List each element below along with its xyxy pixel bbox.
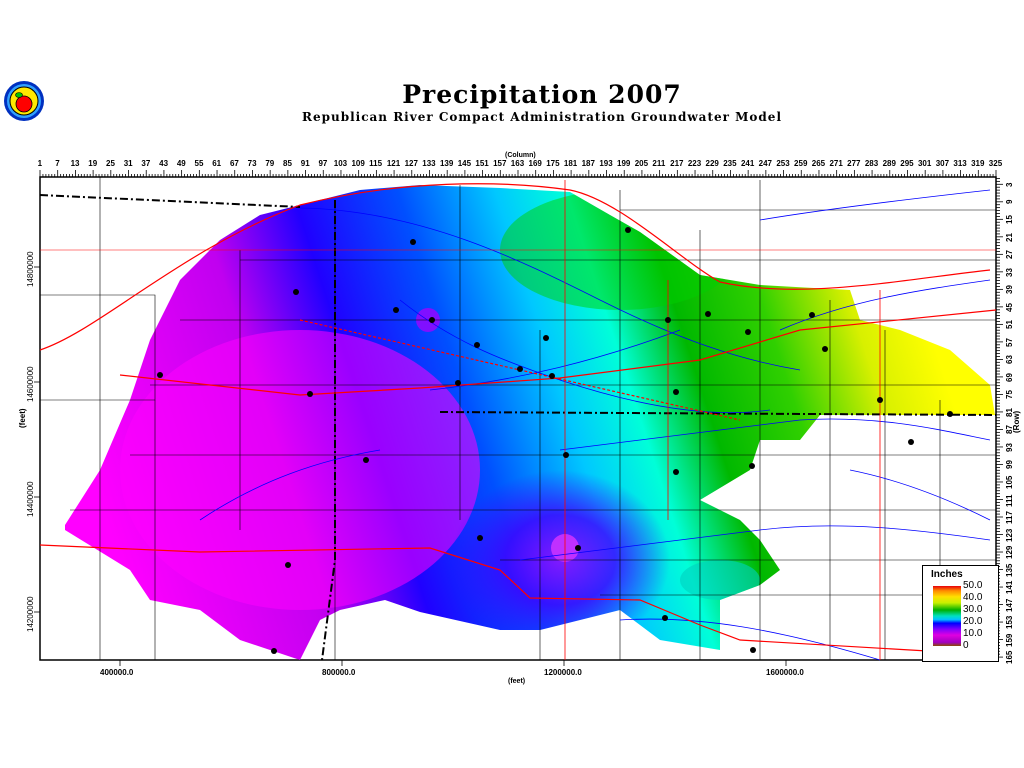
column-tick-label: 25 — [106, 159, 115, 168]
column-tick-label: 19 — [88, 159, 98, 168]
column-tick-label: 163 — [510, 159, 525, 168]
column-tick-label: 247 — [758, 159, 772, 168]
column-tick-label: 1 — [37, 159, 43, 168]
column-tick-label: 319 — [971, 159, 985, 168]
apple-seal-icon — [4, 81, 44, 121]
column-tick-label: 37 — [141, 159, 151, 168]
x-tick-label: 400000.0 — [100, 668, 134, 677]
column-tick-label: 289 — [882, 159, 896, 168]
column-tick-label: 193 — [599, 159, 613, 168]
column-tick-label: 73 — [247, 159, 257, 168]
column-tick-label: 67 — [229, 159, 239, 168]
column-tick-label: 307 — [935, 159, 950, 168]
column-tick-label: 205 — [634, 159, 649, 168]
column-tick-label: 283 — [864, 159, 879, 168]
column-tick-label: 139 — [439, 159, 454, 168]
column-tick-label: 151 — [475, 159, 489, 168]
column-tick-label: 121 — [386, 159, 401, 168]
column-tick-label: 157 — [493, 159, 507, 168]
map-title: Precipitation 2007 — [402, 80, 682, 109]
legend-label: 40.0 — [963, 592, 983, 603]
column-tick-label: 277 — [847, 159, 861, 168]
column-tick-label: 133 — [422, 159, 436, 168]
column-tick-label: 55 — [194, 159, 204, 168]
column-tick-label: 61 — [212, 159, 222, 168]
x-tick-label: 1600000.0 — [766, 668, 804, 677]
column-tick-label: 115 — [369, 159, 383, 168]
x-axis-label: (feet) — [508, 678, 526, 685]
legend-label: 0 — [963, 640, 969, 651]
column-tick-label: 43 — [159, 159, 169, 168]
column-tick-label: 241 — [740, 159, 755, 168]
logo — [3, 80, 45, 122]
axis-tick-marks — [34, 170, 1003, 666]
column-tick-label: 253 — [776, 159, 790, 168]
column-tick-label: 313 — [953, 159, 967, 168]
column-tick-label: 91 — [300, 159, 310, 168]
column-tick-label: 187 — [581, 159, 595, 168]
x-tick-label: 1200000.0 — [544, 668, 582, 677]
column-tick-label: 199 — [617, 159, 631, 168]
column-tick-label: 13 — [70, 159, 80, 168]
column-tick-label: 229 — [705, 159, 719, 168]
top-axis-label: (Column) — [505, 152, 536, 159]
state-boundaries — [39, 194, 997, 661]
legend-label: 20.0 — [963, 616, 983, 627]
column-tick-label: 301 — [917, 159, 932, 168]
column-tick-label: 169 — [528, 159, 542, 168]
column-tick-label: 97 — [318, 159, 328, 168]
legend-label: 10.0 — [963, 628, 983, 639]
legend-label: 30.0 — [963, 604, 983, 615]
column-tick-label: 79 — [265, 159, 275, 168]
column-tick-label: 235 — [723, 159, 737, 168]
column-tick-label: 271 — [829, 159, 843, 168]
column-tick-label: 325 — [988, 159, 1003, 168]
column-tick-label: 31 — [123, 159, 133, 168]
column-tick-label: 49 — [176, 159, 186, 168]
column-tick-label: 265 — [811, 159, 826, 168]
column-tick-label: 217 — [670, 159, 684, 168]
legend-color-bar — [933, 586, 961, 646]
column-tick-label: 109 — [351, 159, 365, 168]
column-tick-label: 211 — [652, 159, 666, 168]
column-tick-label: 175 — [546, 159, 560, 168]
legend: Inches 50.0 40.0 30.0 20.0 10.0 0 — [922, 565, 999, 662]
column-tick-label: 223 — [687, 159, 702, 168]
x-tick-label: 800000.0 — [322, 668, 356, 677]
column-tick-label: 295 — [900, 159, 914, 168]
column-tick-label: 127 — [404, 159, 418, 168]
column-tick-label: 259 — [794, 159, 808, 168]
column-tick-label: 7 — [55, 159, 60, 168]
column-tick-label: 85 — [283, 159, 292, 168]
legend-label: 50.0 — [963, 580, 983, 591]
column-tick-label: 181 — [563, 159, 578, 168]
column-tick-label: 145 — [457, 159, 472, 168]
legend-title: Inches — [931, 569, 963, 580]
column-tick-label: 103 — [333, 159, 348, 168]
map-subtitle: Republican River Compact Administration … — [301, 110, 782, 124]
weather-stations — [157, 227, 953, 654]
